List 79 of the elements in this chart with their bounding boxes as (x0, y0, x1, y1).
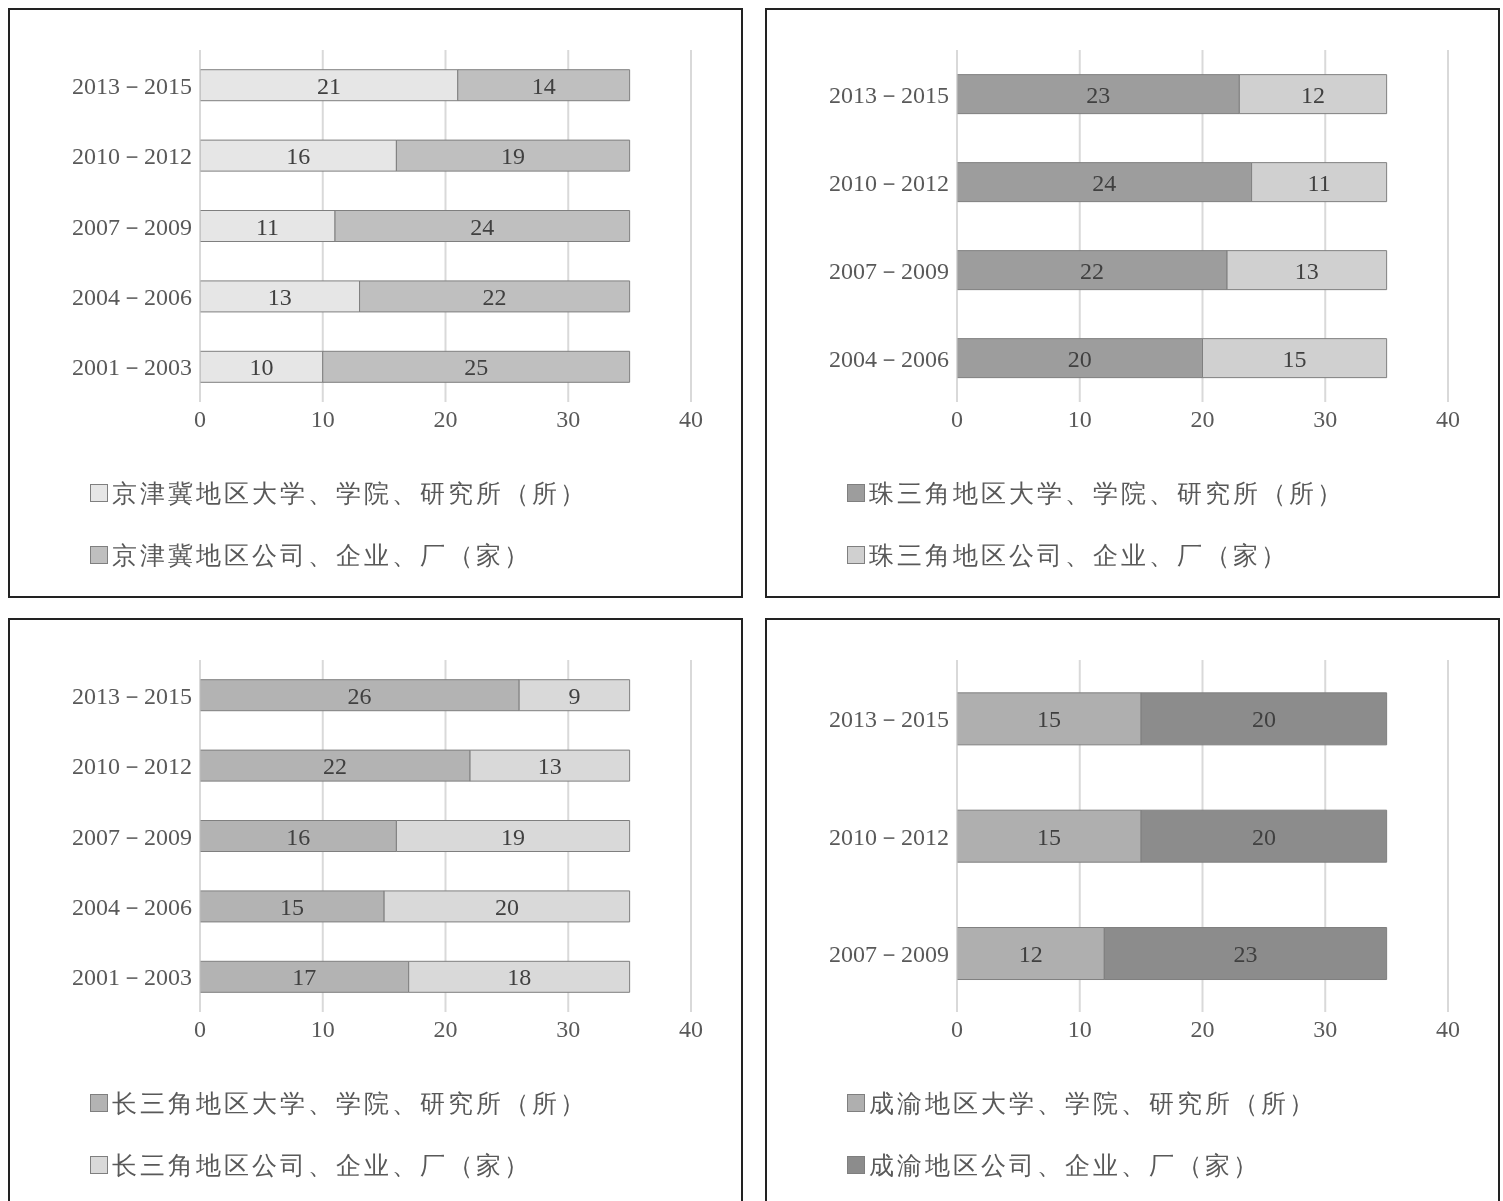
data-label: 13 (1294, 257, 1319, 284)
y-tick-label: 2007－2009 (829, 940, 949, 967)
data-label: 11 (1307, 169, 1331, 196)
x-tick-label: 20 (433, 406, 458, 433)
data-label: 26 (347, 682, 372, 709)
data-label: 22 (323, 753, 348, 780)
data-label: 13 (267, 283, 292, 310)
y-tick-label: 2004－2006 (72, 893, 192, 920)
x-tick-label: 40 (679, 1016, 703, 1043)
data-label: 11 (255, 213, 280, 240)
x-tick-label: 40 (1436, 406, 1460, 433)
y-tick-label: 2004－2006 (72, 283, 192, 310)
data-label: 13 (537, 753, 562, 780)
y-tick-label: 2010－2012 (72, 753, 192, 780)
data-label: 16 (286, 143, 311, 170)
legend-label: 长三角地区大学、学院、研究所（所） (112, 1088, 588, 1119)
y-tick-label: 2013－2015 (829, 81, 949, 108)
y-tick-label: 2007－2009 (72, 823, 192, 850)
data-label: 23 (1233, 941, 1258, 968)
x-tick-label: 40 (679, 406, 703, 433)
data-label: 20 (1067, 345, 1092, 372)
y-tick-label: 2007－2009 (829, 257, 949, 284)
data-label: 24 (470, 213, 495, 240)
data-label: 20 (1251, 823, 1276, 850)
legend-label: 京津冀地区大学、学院、研究所（所） (112, 478, 588, 509)
y-tick-label: 2001－2003 (72, 354, 192, 381)
data-label: 21 (316, 72, 341, 99)
data-label: 19 (501, 143, 526, 170)
data-label: 12 (1018, 941, 1043, 968)
x-tick-label: 10 (1067, 406, 1092, 433)
y-tick-label: 2013－2015 (72, 72, 192, 99)
data-label: 22 (482, 283, 507, 310)
y-tick-label: 2010－2012 (829, 169, 949, 196)
data-label: 15 (1037, 823, 1062, 850)
legend-label: 珠三角地区大学、学院、研究所（所） (869, 478, 1345, 509)
x-tick-label: 40 (1436, 1016, 1460, 1043)
y-tick-label: 2001－2003 (72, 964, 192, 991)
data-label: 24 (1092, 169, 1117, 196)
data-label: 15 (1282, 345, 1307, 372)
y-tick-label: 2004－2006 (829, 345, 949, 372)
data-label: 9 (568, 682, 581, 709)
x-tick-label: 0 (194, 1016, 206, 1043)
data-label: 20 (1251, 706, 1276, 733)
data-label: 18 (507, 964, 532, 991)
x-tick-label: 20 (433, 1016, 458, 1043)
x-tick-label: 30 (1313, 1016, 1338, 1043)
data-label: 16 (286, 823, 311, 850)
legend-label: 长三角地区公司、企业、厂（家） (112, 1150, 532, 1181)
x-tick-label: 20 (1190, 1016, 1215, 1043)
x-tick-label: 0 (194, 406, 206, 433)
y-tick-label: 2010－2012 (72, 143, 192, 170)
data-label: 20 (494, 893, 519, 920)
legend-label: 京津冀地区公司、企业、厂（家） (112, 540, 532, 571)
x-tick-label: 10 (310, 1016, 335, 1043)
x-tick-label: 0 (951, 1016, 963, 1043)
data-label: 25 (464, 354, 489, 381)
x-tick-label: 30 (556, 406, 581, 433)
data-label: 15 (1037, 706, 1062, 733)
data-label: 10 (249, 354, 274, 381)
legend-label: 成渝地区大学、学院、研究所（所） (869, 1088, 1317, 1119)
x-tick-label: 10 (1067, 1016, 1092, 1043)
data-label: 22 (1080, 257, 1105, 284)
x-tick-label: 30 (1313, 406, 1338, 433)
data-label: 14 (531, 72, 556, 99)
data-label: 15 (280, 893, 305, 920)
y-tick-label: 2013－2015 (72, 682, 192, 709)
data-label: 23 (1086, 81, 1111, 108)
x-tick-label: 10 (310, 406, 335, 433)
x-tick-label: 0 (951, 406, 963, 433)
legend-label: 成渝地区公司、企业、厂（家） (869, 1150, 1261, 1181)
y-tick-label: 2013－2015 (829, 706, 949, 733)
data-label: 19 (501, 823, 526, 850)
x-tick-label: 30 (556, 1016, 581, 1043)
y-tick-label: 2007－2009 (72, 213, 192, 240)
data-label: 17 (292, 964, 317, 991)
x-tick-label: 20 (1190, 406, 1215, 433)
y-tick-label: 2010－2012 (829, 823, 949, 850)
data-label: 12 (1300, 81, 1325, 108)
legend-label: 珠三角地区公司、企业、厂（家） (869, 540, 1289, 571)
